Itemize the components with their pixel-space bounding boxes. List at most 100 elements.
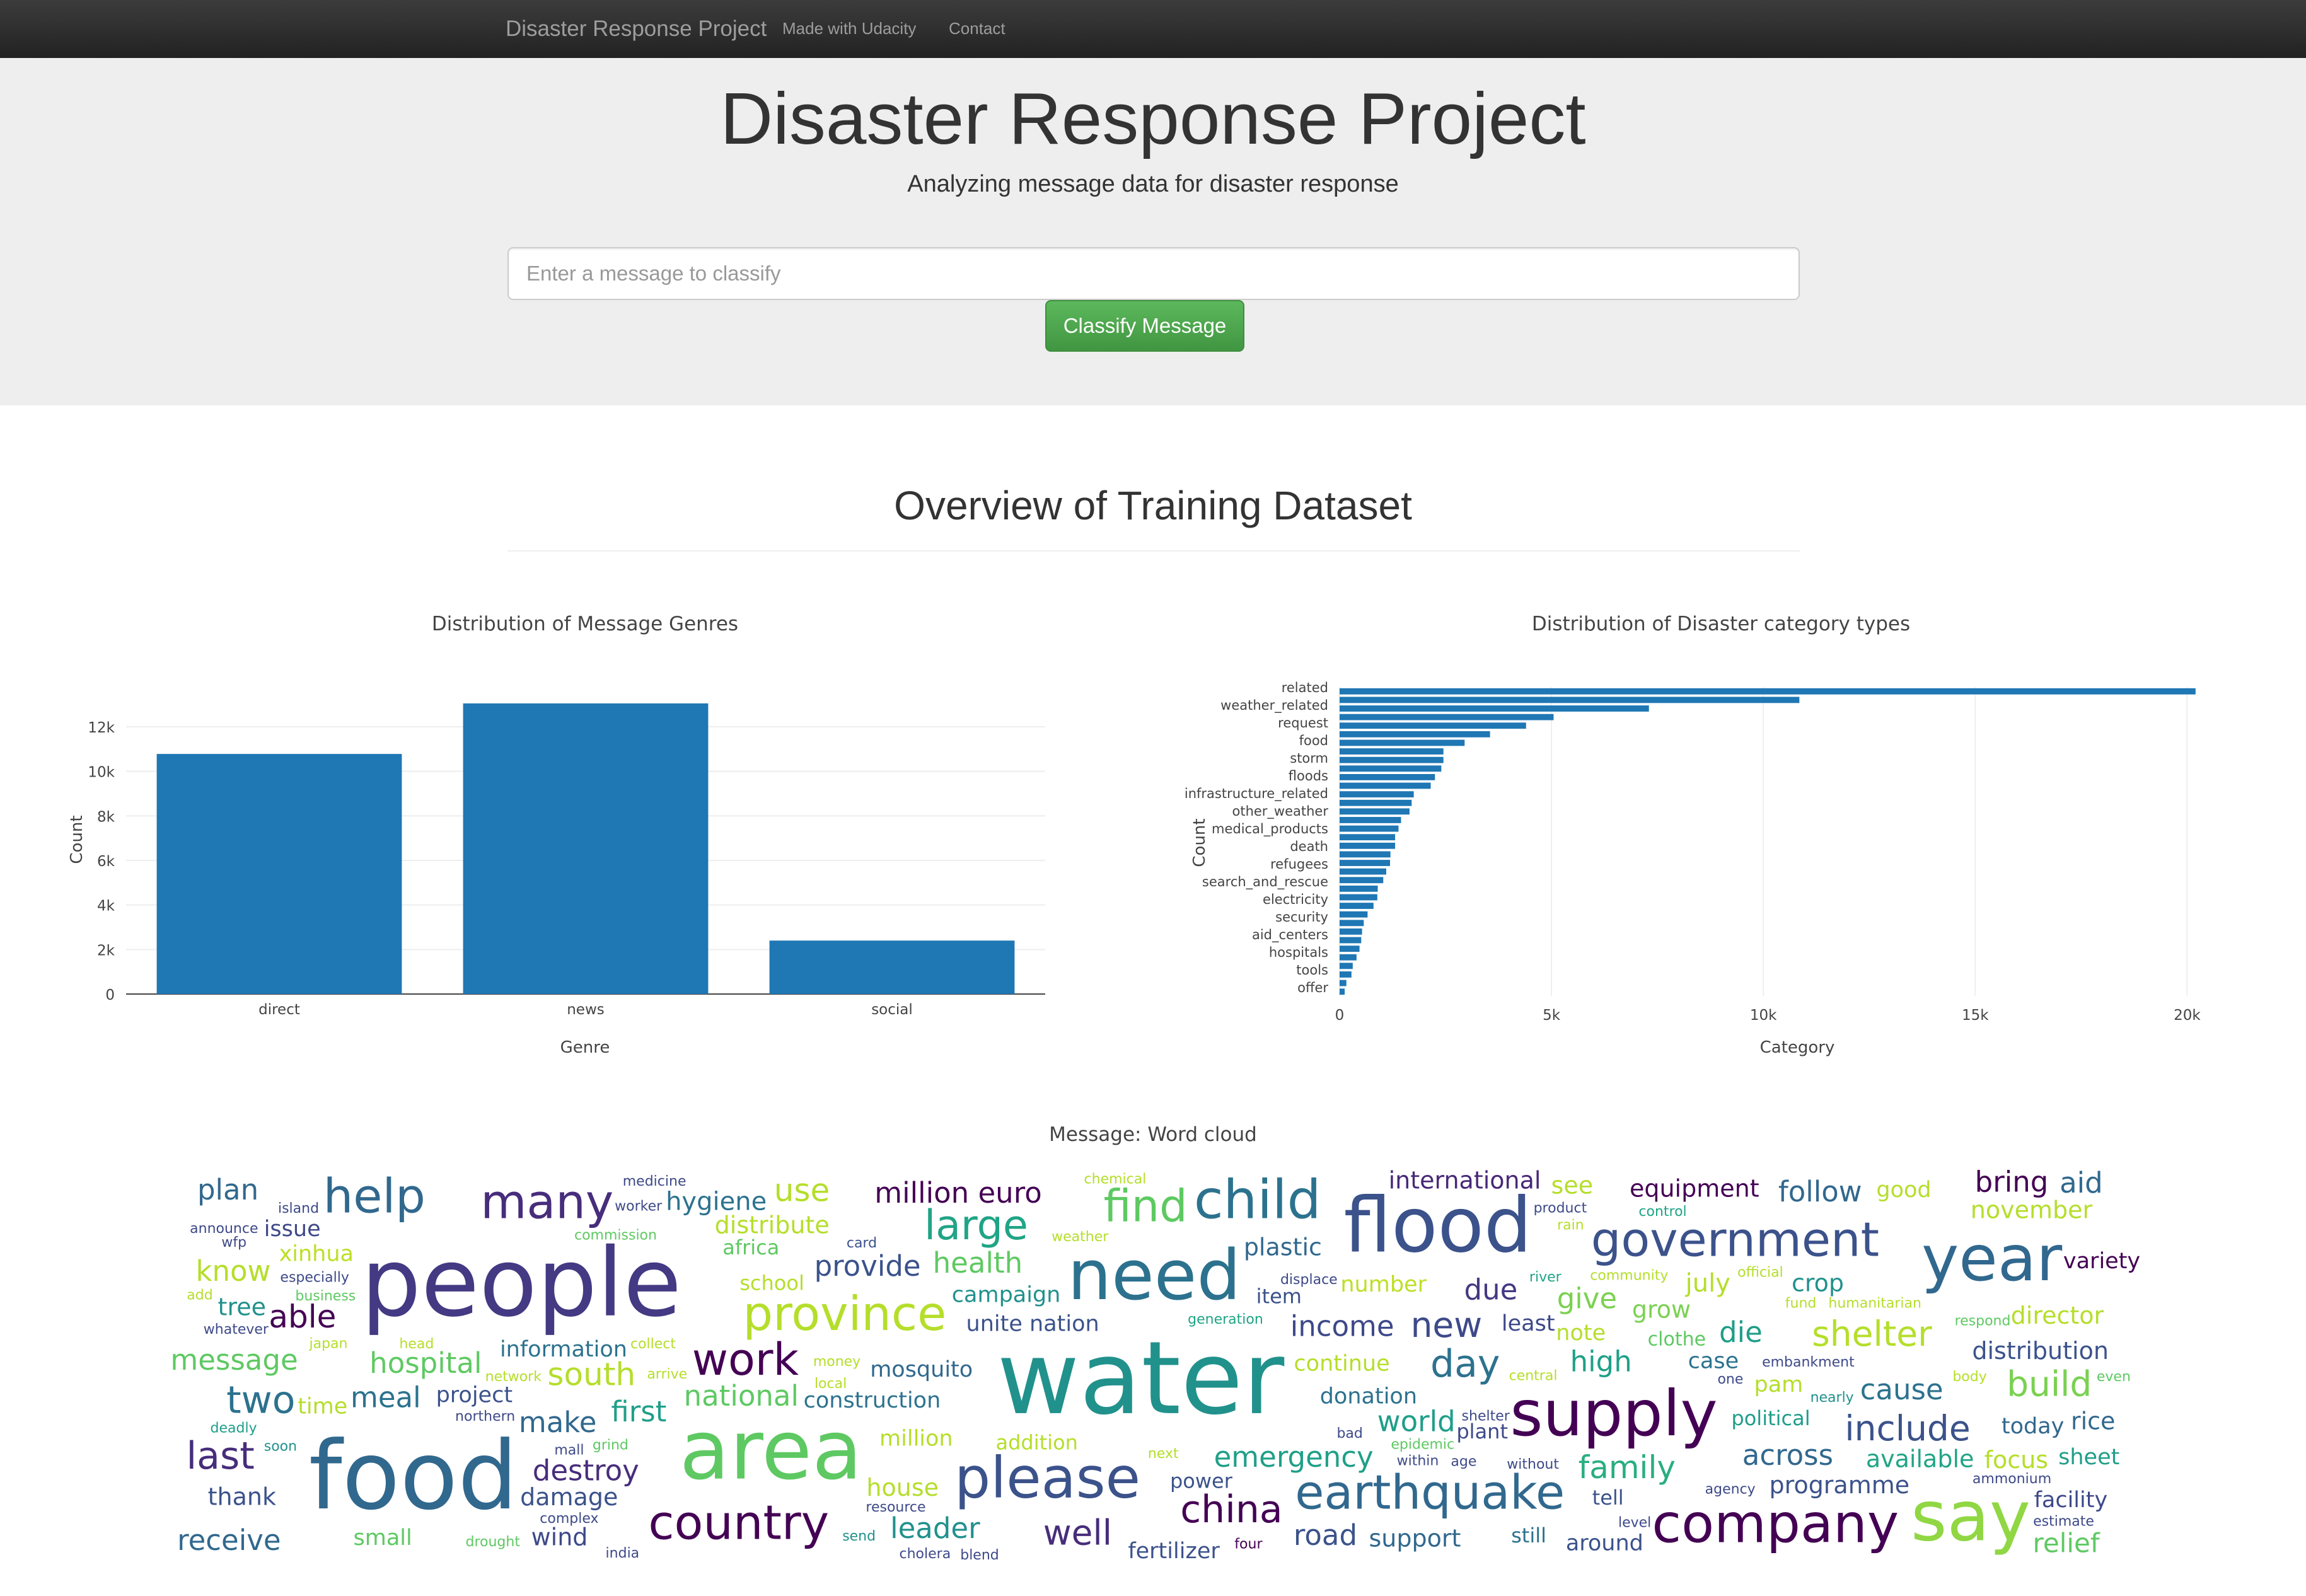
category-bar[interactable]: [1340, 817, 1401, 823]
wordcloud-word: central: [1509, 1368, 1558, 1384]
wordcloud-word: soon: [264, 1439, 297, 1455]
category-bar[interactable]: [1340, 988, 1345, 995]
wordcloud-word: without: [1507, 1457, 1559, 1472]
category-bar[interactable]: [1340, 877, 1384, 884]
wordcloud-word: hygiene: [666, 1187, 767, 1216]
wordcloud-word: addition: [996, 1431, 1078, 1455]
category-bar[interactable]: [1340, 928, 1362, 935]
wordcloud-word: cause: [1860, 1373, 1944, 1406]
wordcloud-word: one: [1717, 1372, 1743, 1387]
category-bar[interactable]: [1340, 903, 1374, 909]
category-bar[interactable]: [1340, 756, 1444, 763]
category-bar[interactable]: [1340, 731, 1490, 737]
wordcloud-word: wfp: [221, 1235, 246, 1251]
y-axis-label: Count: [67, 815, 86, 864]
wordcloud-word: generation: [1188, 1312, 1263, 1327]
category-bar[interactable]: [1340, 911, 1368, 918]
wordcloud-word: case: [1688, 1348, 1739, 1373]
category-bar[interactable]: [1340, 697, 1800, 703]
wordcloud-word: company: [1652, 1493, 1899, 1556]
wordcloud-word: clothe: [1648, 1329, 1706, 1351]
category-bar[interactable]: [1340, 748, 1444, 755]
wordcloud-word: crop: [1792, 1269, 1844, 1297]
y-tick-label: 8k: [97, 809, 115, 825]
category-bar[interactable]: [1340, 980, 1347, 986]
category-bar[interactable]: [1340, 954, 1357, 961]
navbar: Disaster Response Project Made with Udac…: [0, 0, 2306, 59]
wordcloud-word: government: [1591, 1212, 1879, 1268]
wordcloud-word: head: [399, 1336, 434, 1352]
category-bar[interactable]: [1340, 722, 1526, 729]
wordcloud-word: south: [547, 1356, 635, 1393]
wordcloud-word: small: [354, 1525, 412, 1551]
wordcloud-word: rice: [2071, 1408, 2115, 1435]
wordcloud-word: say: [1911, 1476, 2031, 1556]
category-bar[interactable]: [1340, 774, 1435, 780]
category-bar[interactable]: [1340, 920, 1364, 927]
wordcloud-word: grow: [1632, 1296, 1691, 1324]
wordcloud-word: xinhua: [279, 1241, 354, 1266]
category-bar[interactable]: [1340, 868, 1386, 875]
wordcloud-word: equipment: [1630, 1174, 1759, 1202]
category-bar[interactable]: [1340, 808, 1410, 815]
nav-link-contact[interactable]: Contact: [949, 19, 1005, 38]
category-bar[interactable]: [1340, 799, 1412, 806]
wordcloud-word: provide: [814, 1249, 921, 1283]
x-tick-label: direct: [258, 1002, 300, 1018]
bar-direct[interactable]: [156, 754, 402, 994]
bar-social[interactable]: [769, 940, 1015, 994]
navbar-brand-link[interactable]: Disaster Response Project: [506, 16, 767, 41]
genre-distribution-chart: Distribution of Message Genres Genre Cou…: [67, 613, 1045, 1057]
wordcloud-word: medicine: [623, 1174, 687, 1189]
wordcloud-word: message: [170, 1343, 298, 1377]
wordcloud-word: road: [1294, 1518, 1357, 1552]
category-bar[interactable]: [1340, 851, 1391, 858]
wordcloud-word: know: [195, 1254, 270, 1288]
wordcloud-word: help: [323, 1169, 426, 1224]
y-tick-label: security: [1275, 910, 1328, 925]
wordcloud-word: relief: [2033, 1527, 2100, 1558]
category-bar[interactable]: [1340, 791, 1414, 798]
wordcloud-title: Message: Word cloud: [1049, 1123, 1257, 1146]
wordcloud-word: use: [774, 1172, 830, 1208]
y-tick-label: refugees: [1270, 857, 1328, 872]
wordcloud-word: good: [1876, 1177, 1931, 1203]
wordcloud-word: support: [1369, 1525, 1461, 1553]
wordcloud-word: embankment: [1762, 1355, 1855, 1370]
y-tick-label: 10k: [88, 765, 115, 781]
category-bar[interactable]: [1340, 834, 1396, 841]
category-bar[interactable]: [1340, 765, 1442, 772]
category-bar[interactable]: [1340, 971, 1352, 978]
classify-message-button[interactable]: Classify Message: [1045, 300, 1244, 352]
category-bar[interactable]: [1340, 739, 1465, 746]
category-bar[interactable]: [1340, 860, 1390, 866]
category-bar[interactable]: [1340, 885, 1378, 892]
wordcloud-word: business: [295, 1288, 356, 1304]
category-bar[interactable]: [1340, 842, 1396, 849]
bar-news[interactable]: [463, 703, 709, 994]
category-bar[interactable]: [1340, 705, 1649, 712]
wordcloud-word: million euro: [874, 1176, 1041, 1210]
wordcloud-word: include: [1845, 1408, 1970, 1449]
wordcloud-word: mosquito: [870, 1357, 973, 1382]
wordcloud-word: number: [1340, 1272, 1427, 1297]
category-bar[interactable]: [1340, 688, 2196, 695]
category-bar[interactable]: [1340, 714, 1554, 720]
message-input[interactable]: [507, 247, 1800, 300]
y-tick-label: medical_products: [1212, 821, 1328, 837]
wordcloud-word: damage: [520, 1483, 618, 1511]
wordcloud-word: high: [1570, 1345, 1632, 1379]
category-bar[interactable]: [1340, 937, 1362, 944]
category-bar[interactable]: [1340, 782, 1431, 789]
category-bar[interactable]: [1340, 945, 1360, 952]
category-bar[interactable]: [1340, 963, 1353, 969]
category-bar[interactable]: [1340, 825, 1399, 832]
y-tick-label: 12k: [88, 720, 115, 736]
nav-link-made-with-udacity[interactable]: Made with Udacity: [782, 19, 917, 38]
wordcloud-word: respond: [1955, 1313, 2011, 1329]
y-tick-label: floods: [1289, 768, 1328, 784]
category-bar[interactable]: [1340, 894, 1377, 901]
wordcloud-word: whatever: [204, 1322, 269, 1338]
wordcloud-word: new: [1411, 1305, 1483, 1345]
wordcloud-word: especially: [280, 1269, 349, 1285]
